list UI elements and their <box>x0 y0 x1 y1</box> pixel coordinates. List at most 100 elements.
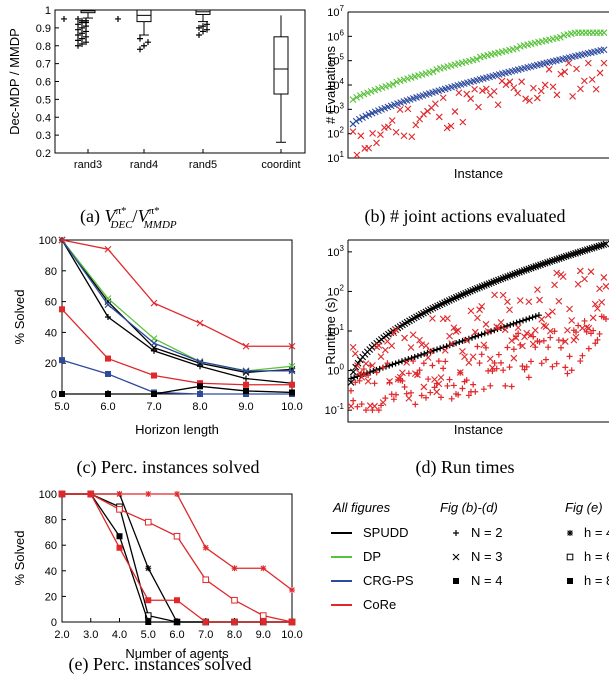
panel-d-point-core-plus <box>470 381 477 388</box>
panel-b-point-dp <box>364 89 371 97</box>
panel-e-ytick-label: 60 <box>45 540 57 552</box>
panel-d-point-core <box>549 308 556 316</box>
panel-d-point-core-plus <box>500 367 507 374</box>
panel-b-point-core <box>404 105 412 113</box>
panel-b-point-core <box>490 88 498 95</box>
panel-c-caption: (c) Perc. instances solved <box>77 457 260 478</box>
panel-d-point-core <box>409 331 417 339</box>
panel-c-point <box>59 391 65 397</box>
panel-b-point-dp <box>382 83 390 90</box>
panel-b-point-core <box>569 93 577 100</box>
panel-c-point <box>242 367 250 375</box>
panel-d-axes <box>347 240 609 423</box>
panel-a-outlier <box>79 40 85 47</box>
panel-e-caption: (e) Perc. instances solved <box>69 654 252 675</box>
panel-d-point-core <box>602 282 609 290</box>
panel-d-point-core <box>392 326 400 334</box>
panel-c-line <box>61 308 292 386</box>
panel-c-point <box>151 347 157 354</box>
panel-e-point <box>289 619 295 625</box>
panel-d-point-core-plus <box>435 358 442 365</box>
panel-d-point-core-plus <box>363 407 369 414</box>
panel-b-point-dp <box>556 33 564 41</box>
panel-d-point-core-plus <box>476 360 483 367</box>
panel-d-point-core-plus <box>418 392 425 399</box>
panel-a-outlier <box>83 19 89 26</box>
panel-b-point-crg <box>355 115 363 123</box>
panel-d-point-core-plus <box>596 330 603 337</box>
panel-d-point-core <box>516 297 524 304</box>
panel-d-point-core <box>450 324 458 332</box>
panel-d-point-core-plus <box>399 377 406 384</box>
panel-d-point-core-plus <box>551 328 558 335</box>
panel-b-point-core <box>530 84 537 92</box>
panel-b-point-core <box>510 84 518 92</box>
panel-d-point-core-plus <box>493 365 500 372</box>
panel-b-point-core <box>388 117 396 124</box>
panel-b-point-core <box>584 59 592 67</box>
panel-c-point <box>242 342 250 350</box>
panel-d-point-core <box>390 329 398 337</box>
panel-b-point-core <box>588 76 596 83</box>
panel-d-point-core <box>600 274 608 281</box>
panel-a-outlier <box>196 32 202 39</box>
panel-d-point-core <box>448 340 456 347</box>
panel-d-point-spudd <box>534 262 542 270</box>
panel-b-point-crg <box>352 117 360 125</box>
panel-c-point <box>151 391 157 397</box>
panel-d-point-core <box>377 353 385 361</box>
panel-e-point <box>145 597 152 604</box>
panel-b-point-core <box>396 106 404 114</box>
panel-c-point <box>289 381 295 388</box>
panel-d-point-core-plus <box>444 382 451 389</box>
legend-marker-label: N = 2 <box>471 525 502 540</box>
legend-marker-e-label: h = 8 <box>584 573 609 588</box>
panel-b-point-core <box>592 85 600 93</box>
panel-d-point-spudd <box>499 274 507 282</box>
panel-e-xtick-label: 7.0 <box>198 629 213 641</box>
panel-d-point-spudd <box>518 267 526 275</box>
panel-b-point-core <box>526 97 533 105</box>
panel-d-point-core-plus <box>549 363 556 370</box>
panel-d-point-core-plus <box>378 402 384 409</box>
panel-a-outlier <box>75 26 81 33</box>
panel-d-point-core <box>461 353 468 361</box>
panel-d-point-core <box>536 296 543 304</box>
panel-b-point-core <box>514 89 522 97</box>
panel-d-point-spudd <box>546 258 554 266</box>
panel-d-point-spudd <box>569 250 577 258</box>
panel-d-point-spudd-plus <box>510 320 517 327</box>
panel-a-outlier <box>79 24 85 31</box>
panel-c-point <box>243 381 249 388</box>
panel-d-point-core <box>446 332 453 340</box>
panel-d-point-core <box>572 333 580 341</box>
panel-d-point-spudd-plus <box>414 352 421 359</box>
panel-d-point-spudd <box>562 252 570 260</box>
panel-a-ytick-label: 0.8 <box>36 41 51 53</box>
panel-d-point-core-plus <box>360 366 367 373</box>
panel-d-point-core-plus <box>348 387 354 394</box>
panel-b-point-dp <box>353 93 361 101</box>
panel-a-ytick-label: 0.5 <box>36 94 51 106</box>
panel-c-line <box>61 239 293 372</box>
panel-b-point-core <box>506 78 514 86</box>
panel-c-xtick-label: 7.0 <box>146 401 161 413</box>
panel-b-ytick-label: 107 <box>327 4 344 19</box>
panel-e-point <box>145 491 152 497</box>
panel-a-outlier <box>61 15 67 22</box>
panel-b-point-dp <box>360 90 368 98</box>
panel-d-point-core-plus <box>594 336 601 343</box>
panel-b-point-core <box>557 70 565 78</box>
panel-c-point <box>105 391 111 397</box>
panel-b-xlabel: Instance <box>454 166 503 181</box>
panel-d-point-spudd <box>602 240 609 248</box>
panel-b-point-dp <box>367 88 375 95</box>
panel-d-point-spudd-plus <box>370 367 377 374</box>
panel-b-point-core <box>373 139 380 147</box>
panel-c-xtick-label: 9.0 <box>238 401 253 413</box>
panel-d-point-core-plus <box>478 351 485 358</box>
panel-d-point-core-plus <box>495 351 502 358</box>
panel-d-point-spudd-plus <box>472 333 479 340</box>
panel-d-point-core <box>514 324 522 332</box>
legend: All figures Fig (b)-(d) Fig (e) SPUDD DP CRG-… <box>331 500 609 612</box>
